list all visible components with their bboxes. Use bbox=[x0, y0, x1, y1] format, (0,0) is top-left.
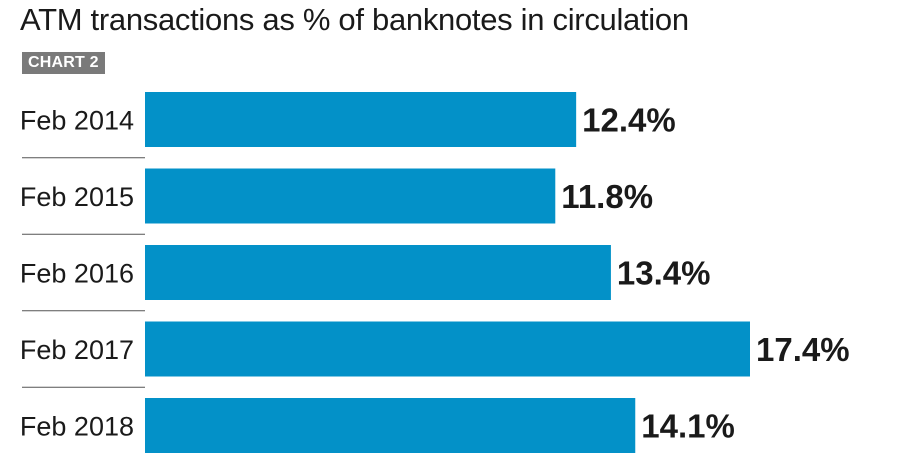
plot-area: Feb 2014 12.4% Feb 2015 11.8% Feb 2016 13.4% F… bbox=[20, 92, 850, 453]
data-label: 12.4% bbox=[582, 102, 676, 139]
data-label: 11.8% bbox=[561, 178, 653, 215]
chart-number-badge: CHART 2 bbox=[22, 52, 105, 74]
data-label: 13.4% bbox=[617, 255, 711, 292]
category-label: Feb 2015 bbox=[20, 182, 134, 212]
category-label: Feb 2017 bbox=[20, 335, 134, 365]
bar bbox=[145, 398, 636, 453]
category-label: Feb 2018 bbox=[20, 412, 134, 442]
data-label: 14.1% bbox=[641, 408, 735, 445]
bar bbox=[145, 168, 556, 224]
bar bbox=[145, 245, 611, 300]
bar bbox=[145, 321, 750, 377]
category-label: Feb 2014 bbox=[20, 106, 134, 136]
data-label: 17.4% bbox=[756, 331, 850, 368]
bar bbox=[145, 92, 577, 147]
chart-title: ATM transactions as % of banknotes in ci… bbox=[20, 2, 689, 37]
category-label: Feb 2016 bbox=[20, 259, 134, 289]
